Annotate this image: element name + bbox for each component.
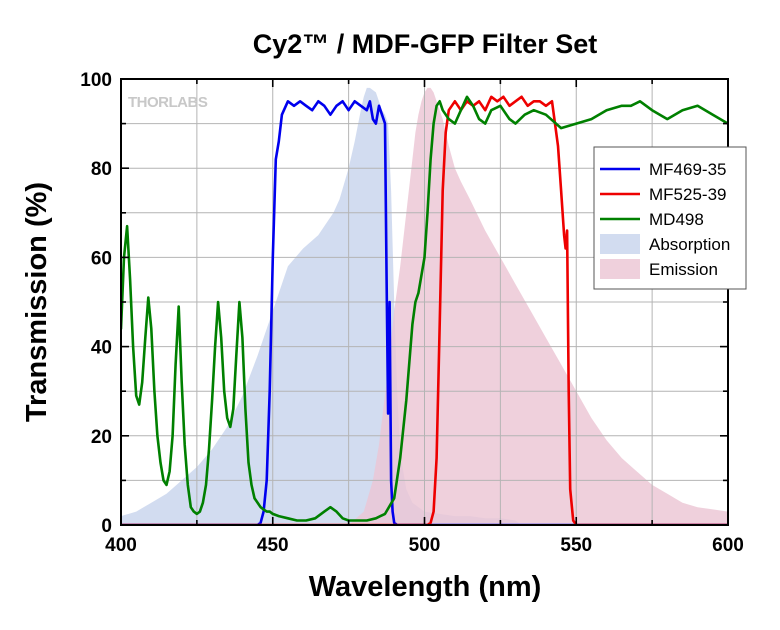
series-area-absorption <box>121 87 522 525</box>
series-line-mf469-35 <box>121 100 728 525</box>
x-tick-label: 600 <box>712 535 744 556</box>
x-axis-label: Wavelength (nm) <box>309 571 542 603</box>
x-tick-label: 400 <box>105 535 137 556</box>
legend-label-md498: MD498 <box>649 210 704 229</box>
legend-label-mf525-39: MF525-39 <box>649 185 726 204</box>
series-line-md498 <box>121 95 728 522</box>
tick-labels: 400 450 500 550 600 0 20 40 60 80 100 <box>80 70 744 556</box>
y-tick-label: 0 <box>101 516 112 537</box>
y-tick-label: 40 <box>91 338 112 359</box>
series-line-mf525-39 <box>121 95 728 525</box>
line-series-group <box>121 95 728 525</box>
legend-label-absorption: Absorption <box>649 235 730 254</box>
y-tick-label: 20 <box>91 427 112 448</box>
legend: MF469-35 MF525-39 MD498 Absorption Emission <box>593 146 747 290</box>
x-tick-label: 450 <box>257 535 289 556</box>
x-tick-label: 500 <box>409 535 441 556</box>
x-tick-label: 550 <box>560 535 592 556</box>
thorlabs-logo: THORLABS <box>128 94 208 111</box>
y-tick-label: 60 <box>91 248 112 269</box>
chart-title: Cy2™ / MDF-GFP Filter Set <box>253 29 598 59</box>
y-axis-label: Transmission (%) <box>21 182 53 422</box>
legend-swatch-absorption <box>600 234 640 254</box>
legend-label-mf469-35: MF469-35 <box>649 160 726 179</box>
y-tick-label: 80 <box>91 159 112 180</box>
legend-swatch-emission <box>600 259 640 279</box>
y-tick-label: 100 <box>80 70 112 91</box>
legend-label-emission: Emission <box>649 260 718 279</box>
